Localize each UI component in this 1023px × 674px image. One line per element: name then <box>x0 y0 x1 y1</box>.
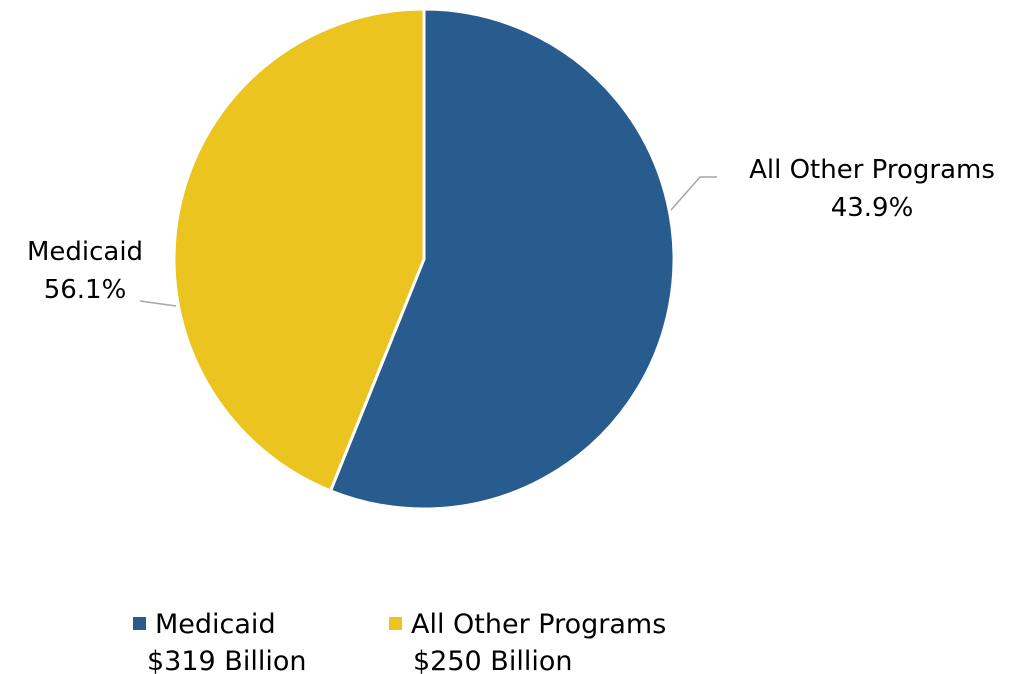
pie-slices <box>172 7 676 511</box>
data-label-medicaid-name: Medicaid <box>27 237 143 267</box>
data-label-medicaid-percent: 56.1% <box>44 275 127 305</box>
data-label-all-other-programs-name: All Other Programs <box>749 155 995 185</box>
legend-amount-all-other-programs: $250 Billion <box>413 646 572 674</box>
leader-line-medicaid <box>139 300 177 307</box>
legend-amount-medicaid: $319 Billion <box>147 646 306 674</box>
legend: Medicaid $319 Billion All Other Programs… <box>133 609 666 674</box>
legend-swatch-medicaid <box>133 617 146 630</box>
leader-line-all-other-programs <box>670 176 717 211</box>
data-label-all-other-programs-percent: 43.9% <box>831 193 914 223</box>
legend-swatch-all-other-programs <box>389 617 402 630</box>
pie-slice-all-other-programs <box>172 7 426 493</box>
legend-label-medicaid: Medicaid <box>155 609 276 640</box>
pie-slice-medicaid <box>329 7 676 511</box>
legend-label-all-other-programs: All Other Programs <box>411 609 666 640</box>
